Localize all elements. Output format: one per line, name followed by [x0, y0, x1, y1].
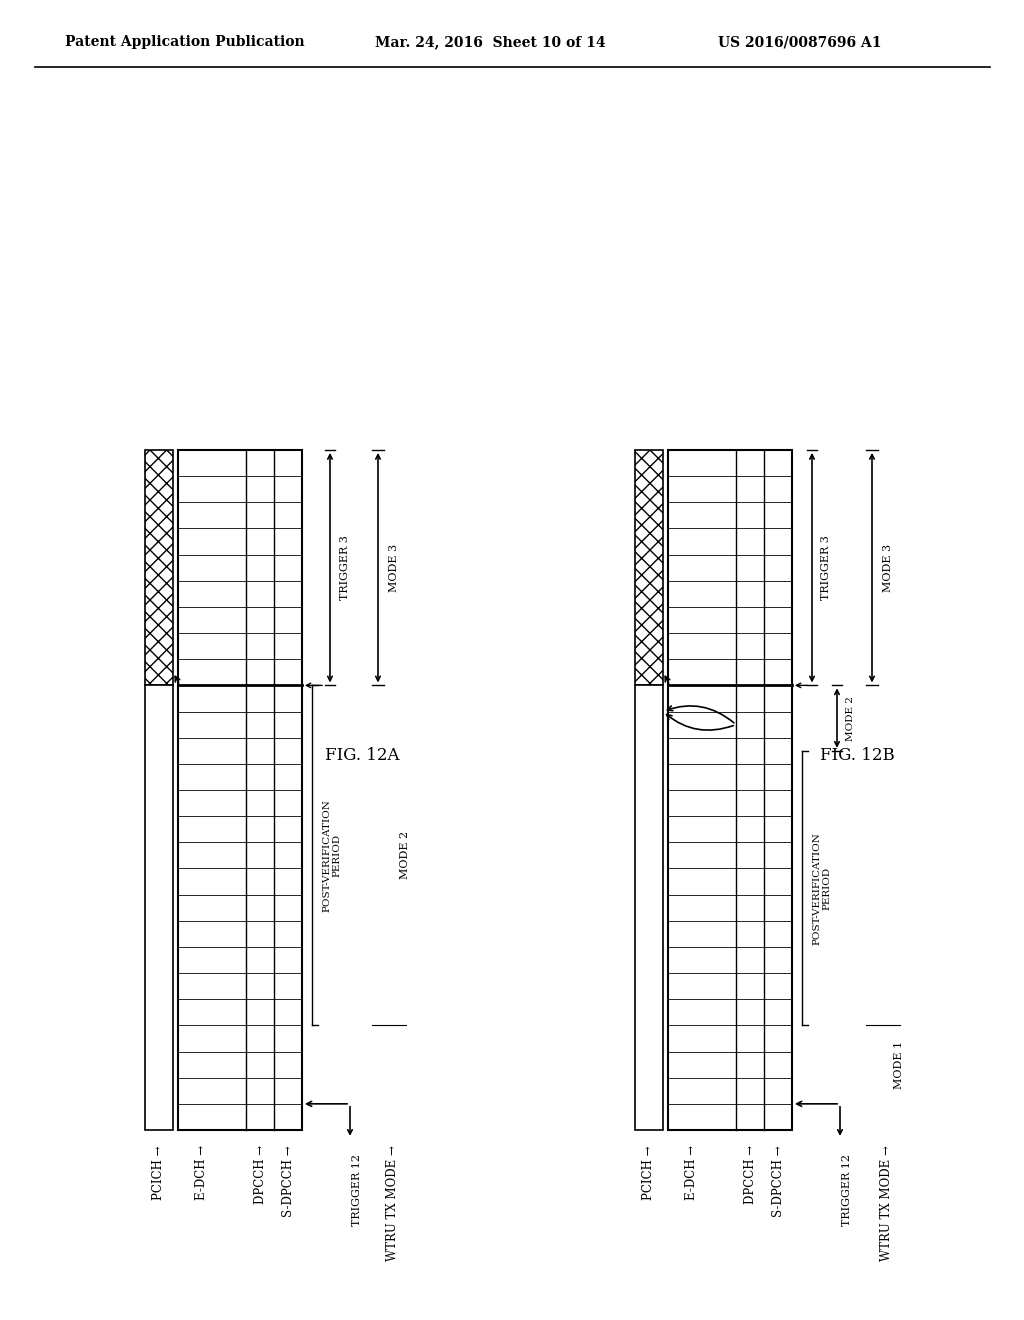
- Bar: [145, 685, 173, 1130]
- Bar: [178, 450, 302, 1130]
- Text: US 2016/0087696 A1: US 2016/0087696 A1: [718, 36, 882, 49]
- Text: TRIGGER 12: TRIGGER 12: [842, 1154, 852, 1226]
- Text: PCICH →: PCICH →: [642, 1144, 655, 1200]
- Bar: [668, 450, 792, 1130]
- Text: FIG. 12B: FIG. 12B: [819, 747, 894, 764]
- Text: S-DPCCH →: S-DPCCH →: [282, 1144, 295, 1217]
- Text: TRIGGER 3: TRIGGER 3: [340, 535, 350, 601]
- Text: MODE 2: MODE 2: [400, 832, 410, 879]
- Text: E-DCH →: E-DCH →: [685, 1144, 698, 1200]
- Text: E-DCH →: E-DCH →: [196, 1144, 208, 1200]
- Text: Mar. 24, 2016  Sheet 10 of 14: Mar. 24, 2016 Sheet 10 of 14: [375, 36, 605, 49]
- Text: FIG. 12A: FIG. 12A: [325, 747, 399, 764]
- Text: Patent Application Publication: Patent Application Publication: [66, 36, 305, 49]
- Text: PCICH →: PCICH →: [153, 1144, 166, 1200]
- Text: MODE 3: MODE 3: [389, 544, 399, 591]
- Text: S-DPCCH →: S-DPCCH →: [771, 1144, 784, 1217]
- Bar: [145, 450, 173, 685]
- Text: DPCCH →: DPCCH →: [743, 1144, 757, 1204]
- Bar: [635, 450, 663, 685]
- Text: WTRU TX MODE →: WTRU TX MODE →: [386, 1144, 399, 1261]
- Text: MODE 2: MODE 2: [846, 696, 855, 741]
- Text: MODE 1: MODE 1: [894, 1040, 904, 1089]
- Bar: [635, 685, 663, 1130]
- Text: MODE 3: MODE 3: [883, 544, 893, 591]
- Text: POST-VERIFICATION
PERIOD: POST-VERIFICATION PERIOD: [323, 799, 342, 912]
- Text: DPCCH →: DPCCH →: [254, 1144, 266, 1204]
- Text: WTRU TX MODE →: WTRU TX MODE →: [881, 1144, 894, 1261]
- Text: POST-VERIFICATION
PERIOD: POST-VERIFICATION PERIOD: [812, 832, 831, 945]
- Text: TRIGGER 3: TRIGGER 3: [821, 535, 831, 601]
- Text: TRIGGER 12: TRIGGER 12: [352, 1154, 362, 1226]
